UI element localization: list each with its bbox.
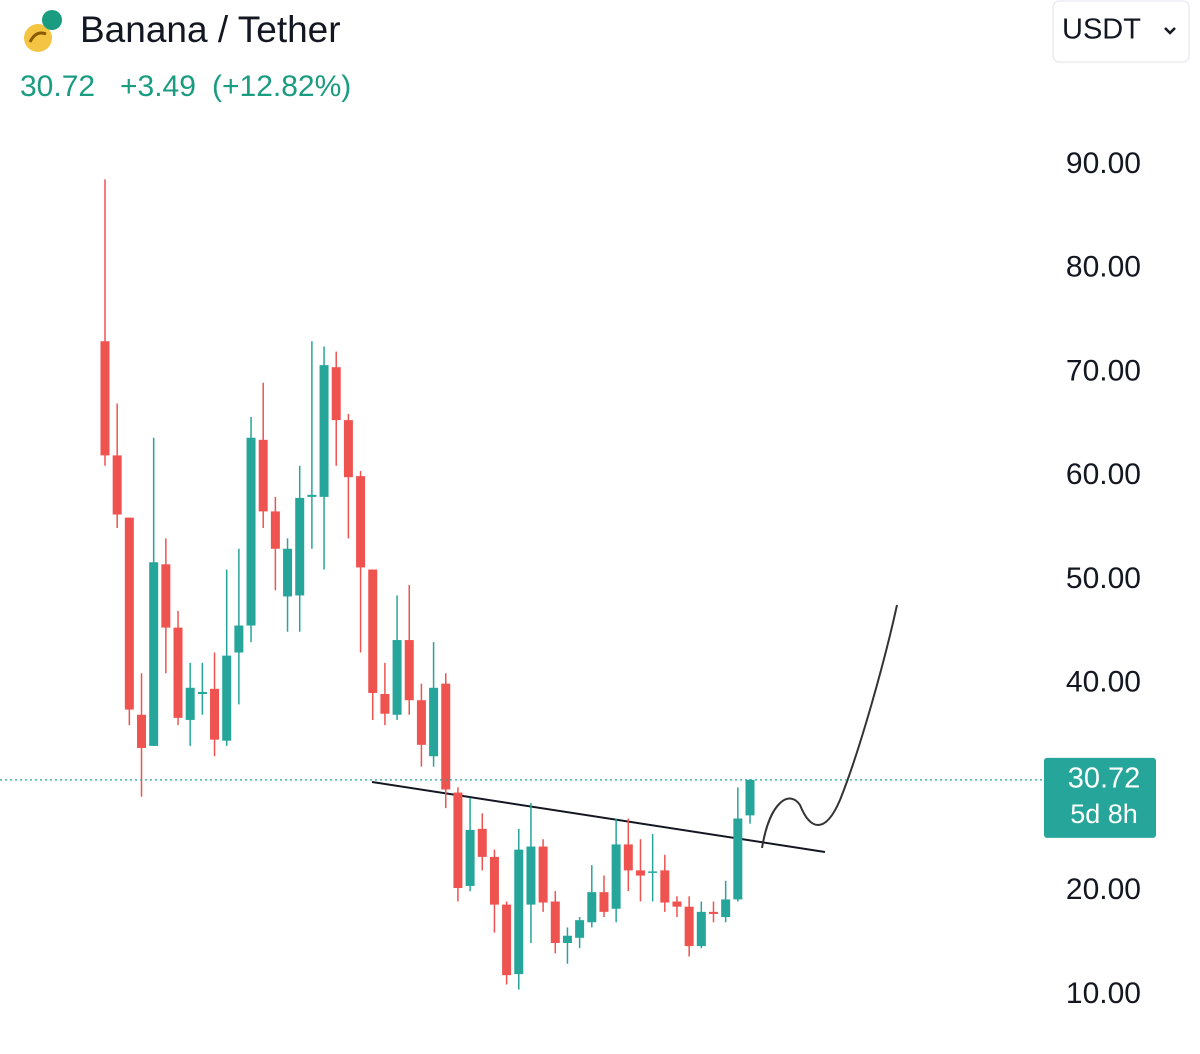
candle-body bbox=[660, 870, 670, 903]
candle-body bbox=[283, 548, 293, 597]
y-tick-label: 60.00 bbox=[1066, 458, 1141, 491]
candle-body bbox=[112, 455, 122, 515]
price-change: +3.49 bbox=[120, 70, 196, 103]
currency-dropdown[interactable] bbox=[1052, 0, 1190, 63]
y-tick-label: 80.00 bbox=[1066, 251, 1141, 284]
candle-body bbox=[380, 694, 390, 714]
y-tick-label: 20.00 bbox=[1066, 873, 1141, 906]
candle-body bbox=[161, 564, 171, 628]
candle-body bbox=[295, 497, 305, 596]
candle-body bbox=[514, 849, 524, 975]
candle-body bbox=[465, 829, 475, 886]
candle-body bbox=[696, 911, 706, 947]
candle-body bbox=[100, 341, 110, 456]
candle-body bbox=[185, 687, 195, 720]
candle-body bbox=[319, 365, 329, 497]
candle-body bbox=[441, 683, 451, 790]
candle-body bbox=[197, 691, 207, 695]
y-tick-label: 90.00 bbox=[1066, 147, 1141, 180]
candle-body bbox=[429, 687, 439, 757]
candle-body bbox=[538, 846, 548, 903]
y-tick-label: 40.00 bbox=[1066, 666, 1141, 699]
candle-body bbox=[708, 911, 718, 914]
candle-body bbox=[550, 901, 560, 943]
candle-body bbox=[234, 625, 244, 653]
candle-body bbox=[124, 517, 134, 710]
candle-body bbox=[258, 439, 268, 512]
price-tag-countdown: 5d 8h bbox=[1070, 799, 1138, 829]
coin-icon bbox=[24, 10, 62, 52]
candle-body bbox=[331, 367, 341, 421]
y-tick-label: 10.00 bbox=[1066, 977, 1141, 1010]
candle-body bbox=[526, 846, 536, 905]
candle-body bbox=[502, 904, 512, 976]
price-change-pct: (+12.82%) bbox=[212, 70, 351, 103]
candle-body bbox=[416, 700, 426, 745]
candle-body bbox=[489, 856, 499, 905]
y-tick-label: 50.00 bbox=[1066, 562, 1141, 595]
candle-body bbox=[611, 844, 621, 909]
candle-body bbox=[222, 655, 232, 741]
candle-body bbox=[392, 640, 402, 715]
candle-body bbox=[477, 828, 487, 857]
candle-body bbox=[648, 871, 658, 873]
y-tick-label: 70.00 bbox=[1066, 354, 1141, 387]
candle-body bbox=[733, 818, 743, 900]
candle-body bbox=[210, 688, 220, 740]
candle-body bbox=[745, 779, 755, 816]
candle-body bbox=[599, 892, 609, 912]
candle-body bbox=[149, 562, 159, 746]
candle-body bbox=[575, 920, 585, 938]
candle-body bbox=[684, 906, 694, 947]
candle-body bbox=[562, 935, 572, 943]
candle-body bbox=[368, 569, 378, 693]
candle-body bbox=[721, 899, 731, 918]
candle-body bbox=[270, 511, 280, 549]
candle-body bbox=[623, 844, 633, 871]
price-tag bbox=[1044, 757, 1156, 838]
candle-body bbox=[246, 437, 256, 626]
last-price: 30.72 bbox=[20, 70, 95, 103]
candle-body bbox=[635, 870, 645, 876]
candle-body bbox=[587, 892, 597, 923]
candle-body bbox=[137, 714, 147, 748]
candle-body bbox=[453, 792, 463, 889]
candle-body bbox=[307, 494, 317, 497]
pair-title: Banana / Tether bbox=[80, 9, 341, 50]
price-tag-value: 30.72 bbox=[1068, 763, 1141, 795]
currency-label[interactable]: USDT bbox=[1062, 14, 1141, 46]
dropdown-arrow bbox=[1164, 27, 1176, 35]
candle-body bbox=[343, 420, 353, 478]
candle-body bbox=[173, 627, 183, 718]
projection-curve bbox=[761, 604, 898, 849]
candle-body bbox=[672, 901, 682, 907]
trendline bbox=[371, 781, 826, 853]
candle-body bbox=[404, 640, 414, 701]
candle-body bbox=[356, 476, 366, 568]
